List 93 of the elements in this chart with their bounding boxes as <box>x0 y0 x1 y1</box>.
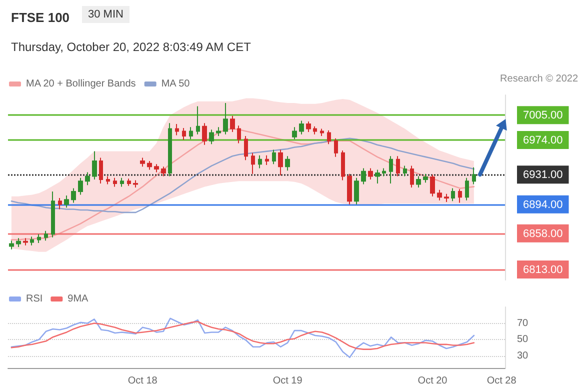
candlestick <box>306 121 311 132</box>
candlestick <box>78 177 83 196</box>
candlestick <box>265 154 269 166</box>
candlestick <box>216 126 221 137</box>
candlestick <box>299 120 304 135</box>
candlestick <box>161 166 166 177</box>
legend-label: 9MA <box>68 294 89 304</box>
candlestick <box>430 174 435 197</box>
candlestick <box>23 238 28 246</box>
candlestick <box>437 189 442 201</box>
candlestick <box>182 127 186 141</box>
candlestick <box>64 195 69 208</box>
x-tick-label: Oct 28 <box>486 376 517 386</box>
candlestick <box>99 157 103 184</box>
candlestick <box>51 191 55 238</box>
x-tick-label: Oct 18 <box>128 376 158 386</box>
y-tick-label: 6813.00 <box>523 264 563 276</box>
candlestick <box>444 193 449 202</box>
candlestick <box>30 236 34 246</box>
candlestick <box>168 122 172 177</box>
candlestick <box>313 126 317 135</box>
legend-label: RSI <box>26 294 43 304</box>
y-tick-label: 30 <box>517 350 529 362</box>
line-series <box>10 318 475 358</box>
x-tick-label: Oct 20 <box>418 376 448 386</box>
candlestick <box>465 177 469 201</box>
candlestick <box>285 156 290 172</box>
candlestick <box>196 106 200 135</box>
y-tick-label: 6858.00 <box>523 228 563 240</box>
candlestick <box>375 169 380 184</box>
candlestick <box>354 177 359 205</box>
candlestick <box>396 156 400 177</box>
chart-subtitle: Thursday, October 20, 2022 8:03:49 AM CET <box>11 40 252 54</box>
candlestick <box>382 168 386 177</box>
candlestick <box>278 149 283 176</box>
text: 30 MIN <box>88 8 124 20</box>
candlestick <box>423 173 428 184</box>
candlestick <box>251 152 255 174</box>
candlestick <box>113 177 117 188</box>
candlestick <box>361 168 366 185</box>
candlestick <box>334 138 338 158</box>
candlestick <box>120 177 124 188</box>
legend-label: MA 50 <box>161 78 190 90</box>
y-tick-label: 6931.00 <box>523 169 563 182</box>
candlestick <box>410 165 414 188</box>
candlestick <box>106 176 110 185</box>
text: Research © 2022 <box>500 74 578 84</box>
y-tick-label: 6974.00 <box>523 134 563 147</box>
candlestick <box>320 128 324 137</box>
candlestick <box>341 150 345 181</box>
candlestick <box>327 130 331 145</box>
candlestick <box>58 197 62 210</box>
y-tick-label: 7005.00 <box>523 110 563 122</box>
candlestick <box>451 188 455 202</box>
candlestick <box>458 188 462 204</box>
candlestick <box>292 126 297 140</box>
candlestick <box>9 240 14 250</box>
candlestick <box>37 234 41 244</box>
candlestick <box>347 173 352 205</box>
line-series <box>10 320 475 350</box>
candlestick <box>189 126 193 140</box>
candlestick <box>92 150 97 180</box>
candlestick <box>175 123 179 136</box>
candlestick <box>209 129 214 145</box>
chart-title: FTSE 100 <box>11 10 70 25</box>
line-series <box>10 138 475 214</box>
line-series <box>10 128 475 240</box>
candlestick <box>133 180 138 188</box>
candlestick <box>154 164 159 173</box>
candlestick <box>147 160 152 170</box>
y-tick-label: 50 <box>517 334 529 346</box>
candlestick <box>368 168 373 180</box>
candlestick <box>140 157 145 168</box>
candlestick <box>237 125 241 144</box>
candlestick <box>44 230 48 242</box>
candlestick <box>202 122 207 146</box>
candlestick <box>230 115 235 132</box>
legend-label: MA 20 + Bollinger Bands <box>26 78 136 90</box>
candlestick <box>223 102 228 135</box>
candlestick <box>389 156 393 184</box>
candlestick <box>403 165 407 177</box>
candlestick <box>258 154 262 169</box>
y-tick-label: 70 <box>517 318 529 329</box>
candlestick <box>71 188 76 204</box>
candlestick <box>85 172 90 186</box>
candlestick <box>472 166 476 185</box>
x-tick-label: Oct 19 <box>272 376 303 386</box>
candlestick <box>127 178 131 186</box>
candlestick <box>272 149 276 165</box>
candlestick <box>16 238 21 248</box>
y-tick-label: 6894.00 <box>523 198 563 211</box>
candlestick <box>416 176 421 188</box>
candlestick <box>244 136 248 161</box>
